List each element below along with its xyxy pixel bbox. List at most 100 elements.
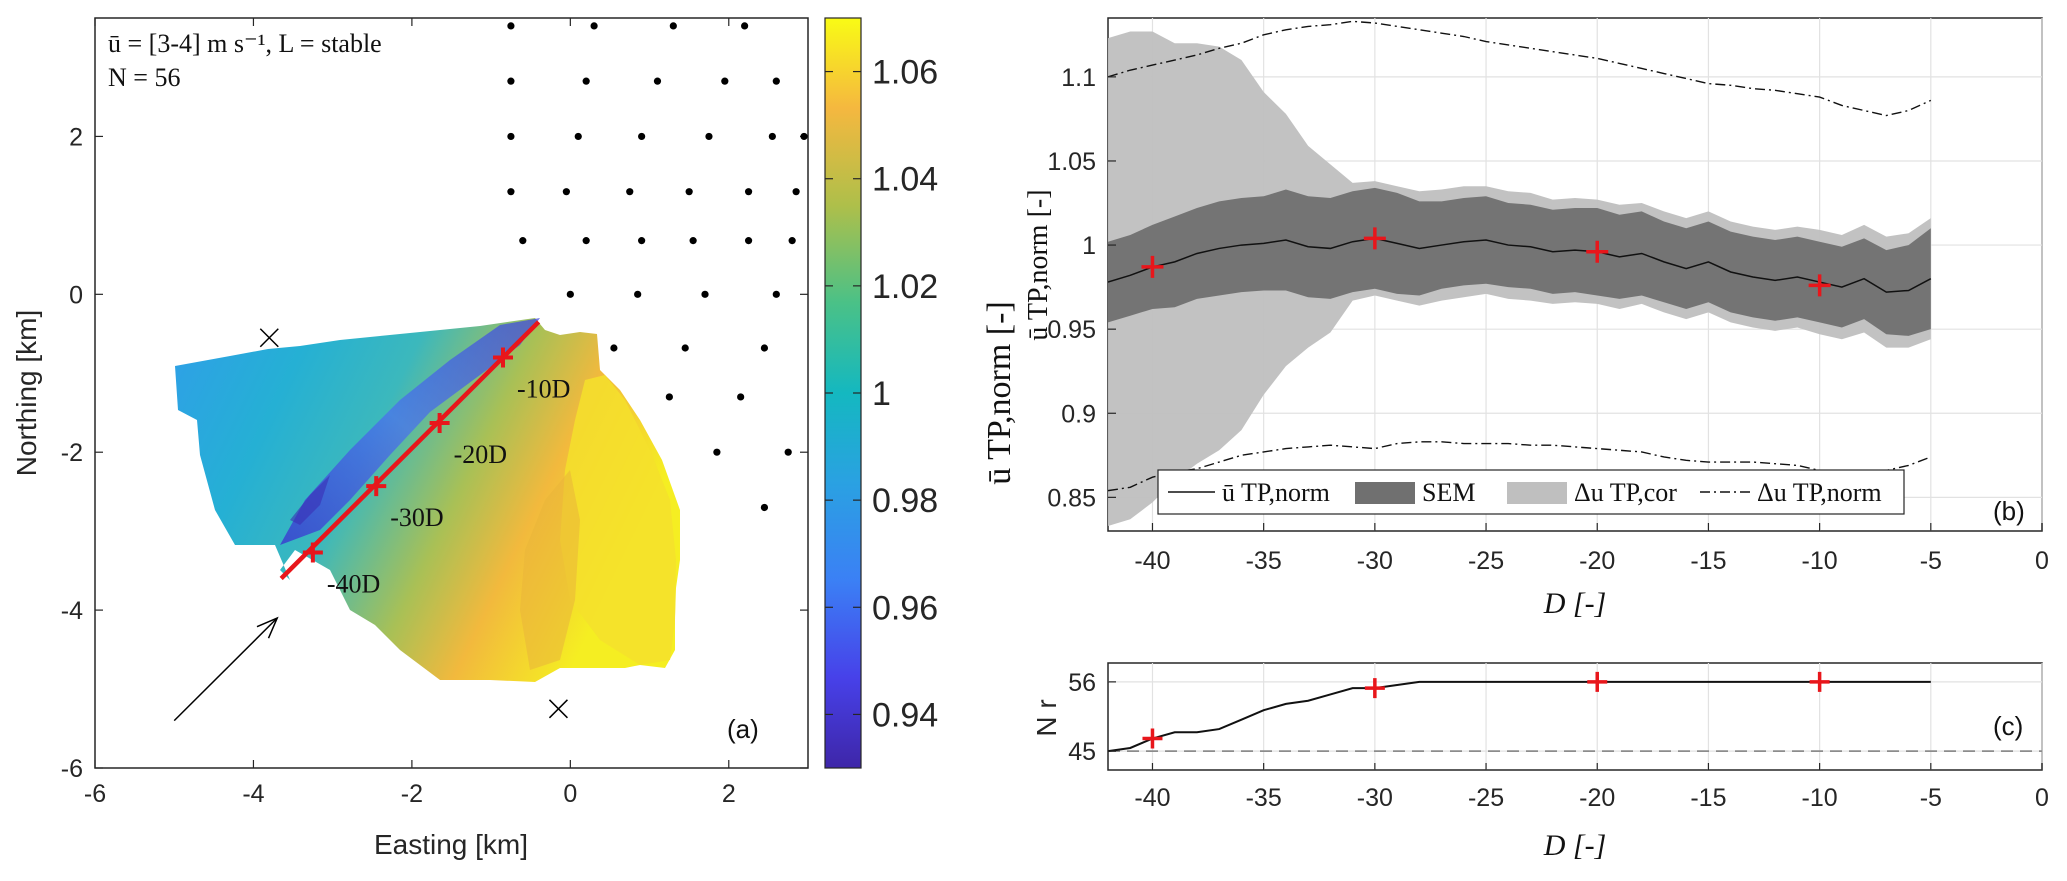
panel-a-ylabel: Northing [km] <box>11 310 42 477</box>
turbine-dot <box>574 132 582 141</box>
turbine-dot <box>507 132 515 141</box>
panel-a-label: (a) <box>727 714 759 744</box>
panel-a-xticks: -6 -4 -2 0 2 <box>84 18 736 808</box>
c-ytick-label: 45 <box>1068 738 1096 766</box>
transect-marker <box>429 413 450 433</box>
turbine-dot <box>582 237 590 245</box>
panel-a-xlabel: Easting [km] <box>374 829 528 860</box>
turbine-dot <box>741 22 749 30</box>
a-xtick-label: 0 <box>563 780 577 808</box>
b-xtick-label: 0 <box>2035 547 2049 575</box>
panel-b-profile: -40 -35 -30 -25 -20 -15 -10 -5 0 0.85 0.9 0.95 1 1.0… <box>1023 17 2049 620</box>
c-marker <box>1587 671 1608 692</box>
turbine-dot <box>626 188 634 196</box>
panel-b-label: (b) <box>1993 496 2025 526</box>
panel-b-ylabel: ū TP,norm [-] <box>1023 189 1054 340</box>
mean-line <box>1108 237 1932 293</box>
colorbar-label: ū TP,norm [-] <box>981 301 1018 485</box>
c-xtick-label: -25 <box>1468 784 1504 812</box>
high-velocity-region <box>560 375 676 665</box>
legend-sem-label: SEM <box>1422 478 1475 507</box>
c-xtick-label: -10 <box>1802 784 1838 812</box>
turbine-dot <box>788 237 796 245</box>
x-mark <box>259 328 279 348</box>
turbine-dot <box>800 132 808 141</box>
turbine-dot <box>507 77 515 85</box>
b-ytick-label: 0.9 <box>1061 400 1096 428</box>
turbine-dot <box>744 188 753 196</box>
b-marker <box>1586 240 1609 263</box>
a-ytick-label: -2 <box>61 439 83 467</box>
panel-b-yticks: 0.85 0.9 0.95 1 1.05 1.1 <box>1047 64 1116 512</box>
panel-c-ylabel: N r <box>1031 699 1062 736</box>
transect-label: -40D <box>327 569 380 598</box>
panel-b-markers <box>1141 227 1831 297</box>
cb-tick-label: 0.98 <box>872 482 938 520</box>
turbine-dot <box>634 290 642 298</box>
count-line <box>1108 680 1931 753</box>
turbine-dot <box>784 448 792 456</box>
c-xtick-label: -35 <box>1246 784 1282 812</box>
turbine-dot <box>713 448 721 456</box>
orange-region <box>520 470 580 670</box>
b-ytick-label: 1.1 <box>1061 64 1096 92</box>
turbine-dot <box>638 132 646 141</box>
turbine-dot <box>760 344 769 352</box>
b-marker <box>1808 274 1831 297</box>
turbine-dot <box>701 290 709 298</box>
turbine-dot <box>566 290 574 298</box>
a-ytick-label: -6 <box>61 755 83 783</box>
cb-tick-label: 0.94 <box>872 696 938 734</box>
turbine-dot <box>590 22 598 30</box>
panel-b-xlabel: D [-] <box>1543 587 1607 620</box>
turbine-dot <box>772 290 780 298</box>
turbine-dot <box>507 188 515 196</box>
b-ytick-label: 1.05 <box>1047 148 1096 176</box>
colorbar-ticks: 0.94 0.96 0.98 1 1.02 1.04 1.06 <box>825 54 938 734</box>
transect-marker <box>366 476 387 497</box>
panel-a-yticks: -6 -4 -2 0 2 <box>61 123 808 783</box>
turbine-dot <box>653 77 662 85</box>
turbine-dot <box>610 344 618 352</box>
turbine-dot <box>638 237 646 245</box>
annotation-sample-count: N = 56 <box>108 63 180 92</box>
transect-line: -40D -30D -20D -10D <box>279 320 570 598</box>
arrow-shaft <box>173 617 278 722</box>
c-xtick-label: -15 <box>1690 784 1726 812</box>
a-ytick-label: -4 <box>61 597 83 625</box>
cb-tick-label: 1.02 <box>872 268 938 306</box>
transect-label: -20D <box>454 440 507 469</box>
b-ytick-label: 0.85 <box>1047 484 1096 512</box>
wake-band-deep <box>290 475 330 525</box>
c-xtick-label: -40 <box>1134 784 1170 812</box>
arrow-head <box>256 616 279 639</box>
wind-direction-arrow <box>173 616 279 722</box>
turbine-dot <box>689 237 697 245</box>
a-xtick-label: 2 <box>722 780 736 808</box>
a-ytick-label: 0 <box>69 281 83 309</box>
turbine-dot <box>665 393 673 401</box>
cb-tick-label: 1 <box>872 375 891 413</box>
legend-sem-swatch <box>1355 482 1415 504</box>
panel-c-xlabel: D [-] <box>1543 829 1607 862</box>
c-xtick-label: 0 <box>2035 784 2049 812</box>
c-marker <box>1142 728 1163 749</box>
b-xtick-label: -5 <box>1920 547 1942 575</box>
a-xtick-label: -2 <box>401 780 423 808</box>
b-xtick-label: -15 <box>1690 547 1726 575</box>
turbine-dot <box>705 132 713 141</box>
turbine-dot <box>669 22 677 30</box>
c-xtick-label: -20 <box>1579 784 1615 812</box>
turbine-dot <box>507 22 515 30</box>
panel-b-xticks: -40 -35 -30 -25 -20 -15 -10 -5 0 <box>1134 523 2049 575</box>
turbine-dot <box>721 77 729 85</box>
norm-upper-line <box>1108 20 1932 117</box>
b-xtick-label: -25 <box>1468 547 1504 575</box>
b-xtick-label: -30 <box>1357 547 1393 575</box>
transect-label: -30D <box>390 503 443 532</box>
sem-band <box>1108 187 1931 336</box>
colorbar: 0.94 0.96 0.98 1 1.02 1.04 1.06 ū TP,norm [-] <box>824 17 1018 769</box>
legend-mean-label: ū TP,norm <box>1222 478 1330 507</box>
b-ytick-label: 1 <box>1082 232 1096 260</box>
transect-red-line <box>279 320 541 581</box>
